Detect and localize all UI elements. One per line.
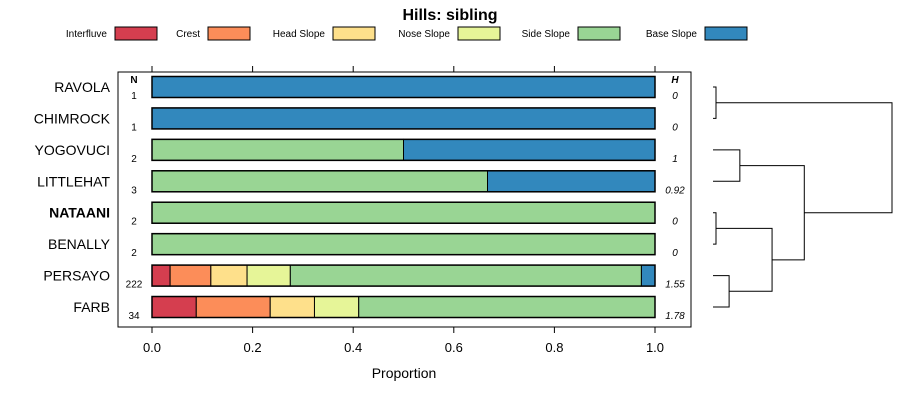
bar-outline-nataani	[151, 201, 656, 224]
bar-segment-persayo-head-slope	[210, 264, 248, 287]
bar-segment-farb-crest	[195, 296, 271, 319]
row-label-benally: BENALLY	[48, 236, 111, 252]
dendrogram-link-4	[716, 227, 773, 292]
x-axis-title: Proportion	[372, 365, 437, 381]
row-label-nataani: NATAANI	[49, 205, 110, 221]
count-persayo: 222	[126, 280, 143, 291]
bar-outline-persayo	[151, 264, 656, 287]
x-tick-label-3: 0.6	[445, 340, 463, 355]
legend-swatch-base-slope	[704, 26, 748, 41]
bar-segment-chimrock-base-slope	[151, 107, 656, 130]
count-littlehat: 3	[131, 185, 137, 196]
x-tick-label-5: 1.0	[646, 340, 664, 355]
bar-segment-farb-nose-slope	[313, 296, 360, 319]
row-label-persayo: PERSAYO	[43, 268, 110, 284]
bar-segment-littlehat-base-slope	[487, 170, 656, 193]
bar-segment-persayo-interfluve	[151, 264, 171, 287]
dendrogram-link-1	[713, 212, 717, 245]
dendrogram-link-3	[713, 275, 730, 308]
legend-swatch-nose-slope	[457, 26, 501, 41]
dendrogram-link-6	[716, 102, 893, 214]
legend-label-nose-slope: Nose Slope	[398, 29, 450, 40]
bar-segment-yogovuci-base-slope	[403, 138, 656, 161]
legend-label-side-slope: Side Slope	[522, 29, 571, 40]
bar-segment-benally-side-slope	[151, 233, 656, 256]
bar-outline-littlehat	[151, 170, 656, 193]
bar-outline-benally	[151, 232, 656, 256]
bar-segment-persayo-crest	[169, 264, 212, 287]
legend-label-interfluve: Interfluve	[66, 29, 108, 40]
entropy-littlehat: 0.92	[665, 185, 685, 196]
x-tick-label-0: 0.0	[143, 340, 161, 355]
count-nataani: 2	[131, 217, 137, 228]
legend-swatch-interfluve	[114, 26, 158, 41]
n-column-header: N	[130, 75, 137, 86]
legend-label-crest: Crest	[176, 29, 200, 40]
dendrogram	[713, 86, 893, 308]
entropy-persayo: 1.55	[665, 280, 685, 291]
count-benally: 2	[131, 248, 137, 259]
row-label-littlehat: LITTLEHAT	[37, 173, 110, 189]
bar-outline-ravola	[151, 75, 656, 99]
dendrogram-link-2	[713, 149, 741, 182]
count-chimrock: 1	[131, 122, 137, 133]
bar-rows: RAVOLA 1 0 CHIMROCK 1 0 YOGOVUCI 2 1 LITTLEHAT 3 0.…	[34, 75, 685, 322]
bar-segment-farb-side-slope	[358, 296, 656, 319]
row-label-yogovuci: YOGOVUCI	[35, 142, 110, 158]
legend-label-base-slope: Base Slope	[646, 29, 698, 40]
chart-title: Hills: sibling	[402, 7, 497, 24]
bar-segment-persayo-side-slope	[289, 264, 642, 287]
x-tick-label-2: 0.4	[344, 340, 362, 355]
bar-segment-farb-head-slope	[269, 296, 315, 319]
x-axis: 0.0 0.2 0.4 0.6 0.8 1.0	[143, 66, 664, 355]
count-ravola: 1	[131, 91, 137, 102]
bar-segment-ravola-base-slope	[151, 76, 656, 98]
legend-swatch-crest	[207, 26, 251, 41]
bar-outline-chimrock	[151, 107, 656, 130]
legend: Interfluve Crest Head Slope Nose Slope Side …	[66, 26, 748, 41]
bar-segment-persayo-nose-slope	[246, 264, 291, 287]
h-column-header: H	[671, 75, 679, 86]
entropy-nataani: 0	[672, 217, 678, 228]
count-farb: 34	[128, 311, 140, 322]
bar-outline-farb	[151, 295, 656, 319]
bar-outline-yogovuci	[151, 138, 656, 162]
bar-segment-littlehat-side-slope	[151, 170, 489, 193]
bar-segment-nataani-side-slope	[151, 201, 656, 224]
row-label-chimrock: CHIMROCK	[34, 110, 111, 126]
bar-segment-persayo-base-slope	[640, 264, 656, 287]
plot-frame	[117, 71, 692, 328]
entropy-ravola: 0	[672, 91, 678, 102]
x-tick-label-1: 0.2	[244, 340, 262, 355]
dendrogram-link-0	[713, 86, 717, 119]
entropy-benally: 0	[672, 248, 678, 259]
bar-segment-farb-interfluve	[151, 296, 197, 319]
row-label-ravola: RAVOLA	[54, 79, 110, 95]
x-tick-label-4: 0.8	[545, 340, 563, 355]
entropy-yogovuci: 1	[672, 154, 678, 165]
bar-segment-yogovuci-side-slope	[151, 138, 404, 161]
entropy-farb: 1.78	[665, 311, 685, 322]
row-label-farb: FARB	[73, 299, 110, 315]
legend-label-head-slope: Head Slope	[273, 29, 326, 40]
legend-swatch-side-slope	[577, 26, 621, 41]
entropy-chimrock: 0	[672, 122, 678, 133]
legend-swatch-head-slope	[332, 26, 376, 41]
count-yogovuci: 2	[131, 154, 137, 165]
